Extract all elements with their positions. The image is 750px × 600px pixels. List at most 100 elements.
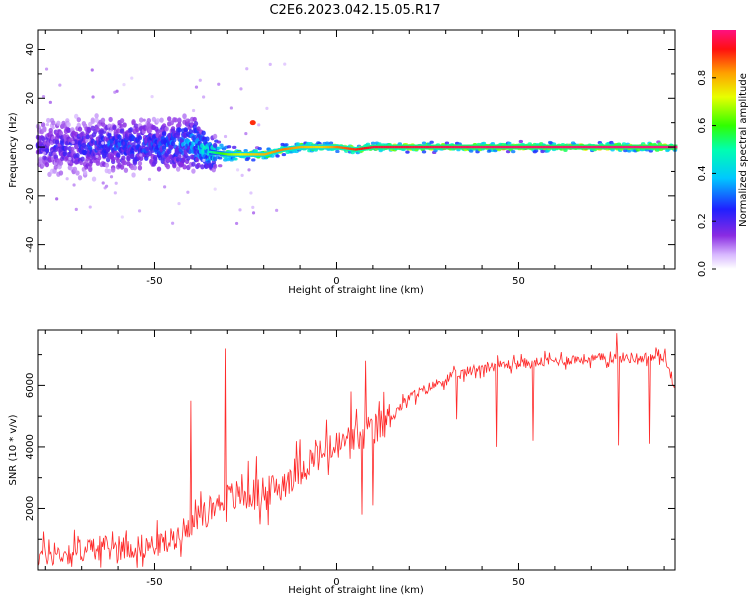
heatmap-cell bbox=[647, 145, 651, 149]
heatmap-cell bbox=[407, 145, 410, 149]
heatmap-cell bbox=[429, 140, 434, 144]
heatmap-cell bbox=[605, 145, 609, 149]
heatmap-cell bbox=[70, 146, 75, 152]
heatmap-cell bbox=[110, 156, 116, 162]
y-tick-label: -20 bbox=[25, 188, 36, 204]
heatmap-cell bbox=[51, 126, 55, 130]
heatmap-cell bbox=[201, 130, 206, 136]
heatmap-cell bbox=[340, 146, 343, 149]
heatmap-cell bbox=[540, 145, 543, 149]
heatmap-cell bbox=[675, 145, 678, 149]
heatmap-cell bbox=[267, 152, 270, 155]
heatmap-layer bbox=[35, 62, 678, 226]
heatmap-cell bbox=[370, 141, 376, 145]
heatmap-cell bbox=[115, 89, 119, 93]
heatmap-cell bbox=[131, 172, 136, 178]
heatmap-cell bbox=[465, 145, 469, 149]
x-tick-label: -50 bbox=[146, 577, 162, 588]
heatmap-cell bbox=[241, 153, 245, 156]
heatmap-cell bbox=[177, 122, 182, 128]
heatmap-cell bbox=[283, 62, 287, 66]
heatmap-cell bbox=[229, 153, 232, 156]
heatmap-cell bbox=[234, 153, 237, 156]
heatmap-cell bbox=[662, 145, 665, 149]
heatmap-cell bbox=[146, 117, 152, 124]
bottom-x-axis: -50 0 50 bbox=[44, 330, 665, 588]
heatmap-cell bbox=[191, 108, 196, 113]
heatmap-cell bbox=[212, 151, 216, 154]
heatmap-cell bbox=[147, 177, 152, 181]
heatmap-cell bbox=[122, 82, 126, 87]
heatmap-cell bbox=[533, 145, 536, 149]
heatmap-cell bbox=[516, 145, 520, 149]
heatmap-cell bbox=[88, 205, 92, 209]
heatmap-cell bbox=[513, 145, 516, 149]
bottom-panel: -50 0 50 2000 4000 6000 Height of straight l… bbox=[8, 329, 676, 596]
top-x-axis: -50 0 50 bbox=[44, 30, 665, 287]
heatmap-cell bbox=[244, 131, 248, 136]
x-tick-label: 0 bbox=[333, 276, 339, 287]
heatmap-cell bbox=[253, 149, 259, 153]
heatmap-cell bbox=[217, 82, 221, 86]
heatmap-cell bbox=[396, 145, 399, 149]
heatmap-cell bbox=[265, 106, 269, 110]
heatmap-cell bbox=[290, 147, 294, 150]
heatmap-cell bbox=[130, 76, 134, 80]
heatmap-cell bbox=[329, 145, 332, 149]
heatmap-cell bbox=[429, 145, 432, 149]
heatmap-cell bbox=[52, 168, 57, 174]
heatmap-cell bbox=[246, 156, 251, 160]
heatmap-cell bbox=[493, 145, 496, 149]
heatmap-cell bbox=[542, 145, 545, 149]
heatmap-cell bbox=[642, 145, 645, 149]
heatmap-cell bbox=[523, 145, 527, 149]
heatmap-cell bbox=[387, 145, 390, 149]
heatmap-cell bbox=[137, 135, 143, 141]
heatmap-cell bbox=[107, 168, 112, 174]
heatmap-cell bbox=[77, 126, 83, 132]
heatmap-cell bbox=[438, 145, 441, 149]
heatmap-cell bbox=[287, 147, 290, 150]
heatmap-cell bbox=[135, 126, 140, 133]
heatmap-cell bbox=[191, 168, 196, 174]
heatmap-cell bbox=[45, 117, 51, 124]
heatmap-cell bbox=[256, 153, 259, 156]
heatmap-cell bbox=[584, 145, 587, 149]
heatmap-cell bbox=[633, 145, 636, 149]
heatmap-cell bbox=[573, 145, 576, 149]
heatmap-cell bbox=[303, 145, 307, 149]
heatmap-cell bbox=[483, 145, 487, 149]
colorbar-tick-label: 0.2 bbox=[697, 213, 708, 229]
heatmap-cell bbox=[540, 149, 545, 154]
heatmap-cell bbox=[275, 208, 279, 212]
heatmap-cell bbox=[249, 120, 256, 126]
heatmap-cell bbox=[44, 148, 50, 154]
heatmap-cell bbox=[167, 116, 172, 122]
heatmap-cell bbox=[665, 145, 669, 149]
heatmap-cell bbox=[196, 162, 201, 168]
heatmap-cell bbox=[209, 150, 212, 154]
heatmap-cell bbox=[420, 145, 423, 149]
heatmap-cell bbox=[587, 145, 591, 149]
y-tick-label: 4000 bbox=[25, 434, 36, 459]
heatmap-cell bbox=[66, 122, 71, 128]
colorbar-tick-label: 0.6 bbox=[697, 118, 708, 134]
heatmap-cell bbox=[44, 162, 50, 168]
heatmap-cell bbox=[40, 122, 46, 128]
heatmap-cell bbox=[276, 149, 279, 153]
heatmap-cell bbox=[604, 145, 607, 149]
heatmap-cell bbox=[311, 145, 314, 149]
heatmap-cell bbox=[163, 185, 167, 189]
heatmap-cell bbox=[48, 100, 52, 104]
heatmap-cell bbox=[361, 147, 365, 150]
heatmap-cell bbox=[651, 145, 654, 149]
heatmap-cell bbox=[88, 145, 93, 151]
heatmap-cell bbox=[285, 147, 288, 151]
heatmap-cell bbox=[91, 95, 95, 99]
heatmap-cell bbox=[489, 145, 492, 149]
heatmap-cell bbox=[225, 152, 228, 156]
heatmap-cell bbox=[658, 145, 662, 149]
heatmap-cell bbox=[427, 145, 430, 149]
heatmap-cell bbox=[82, 149, 88, 155]
